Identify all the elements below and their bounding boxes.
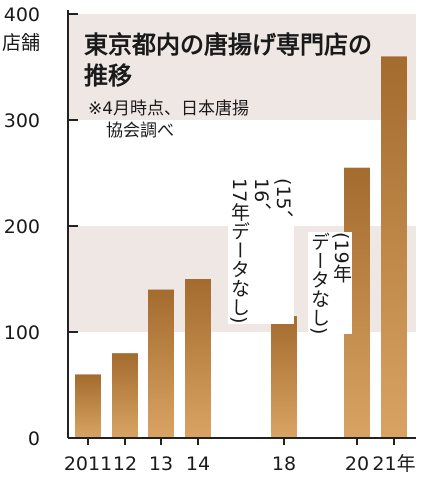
bars — [75, 56, 407, 439]
bar-14 — [185, 279, 211, 438]
bar-21年 — [381, 56, 407, 439]
title-block: 東京都内の唐揚げ専門店の推移 ※4月時点、日本唐揚 協会調べ — [84, 30, 384, 142]
axes — [67, 10, 416, 445]
bar-2011 — [75, 374, 101, 438]
source-note: ※4月時点、日本唐揚 協会調べ — [84, 98, 384, 142]
x-tick-label-4: 18 — [272, 453, 296, 475]
x-tick-label-5: 20 — [345, 453, 369, 475]
bar-18 — [271, 316, 297, 438]
source-line-2: 協会調べ — [106, 121, 174, 141]
y-tick-label-200: 200 — [4, 216, 40, 238]
y-tick-label-0: 0 — [28, 428, 40, 450]
annotation-missing-15-17: (15、 16、 17年データなし) — [228, 178, 294, 324]
source-line-1: ※4月時点、日本唐揚 — [88, 99, 250, 119]
x-tick-label-0: 2011 — [64, 453, 112, 475]
y-tick-label-300: 300 — [4, 110, 40, 132]
x-tick-label-3: 14 — [186, 453, 210, 475]
x-tick-label-1: 12 — [113, 453, 137, 475]
chart-title: 東京都内の唐揚げ専門店の推移 — [84, 31, 372, 90]
x-tick-label-2: 13 — [149, 453, 173, 475]
bar-12 — [112, 353, 138, 438]
y-tick-label-100: 100 — [4, 322, 40, 344]
grid-band-0 — [68, 14, 416, 120]
x-tick-label-6: 21年 — [372, 453, 415, 475]
y-axis-unit: 店舗 — [2, 32, 41, 54]
annotation-missing-19: (19年 データなし) — [308, 232, 352, 335]
y-tick-label-400: 400 — [4, 4, 40, 26]
bar-13 — [148, 289, 174, 438]
tick-labels: 0 100 200 300 400 2011 12 13 14 18 20 21年 — [4, 4, 416, 475]
